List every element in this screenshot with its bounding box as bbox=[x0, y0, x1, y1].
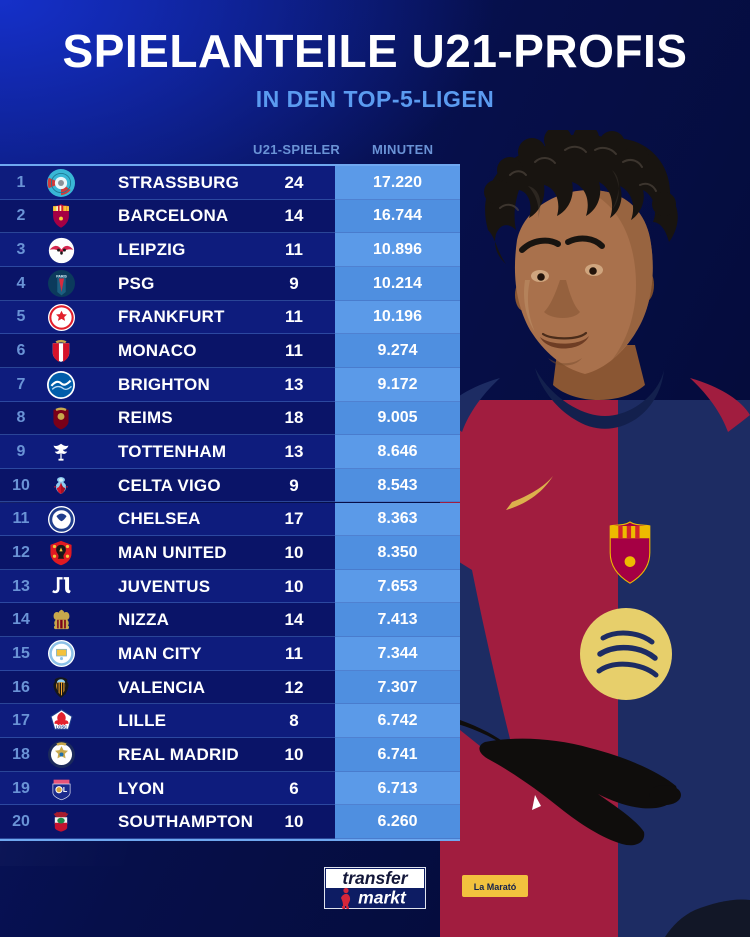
svg-text:LOSC: LOSC bbox=[55, 725, 66, 730]
svg-text:L: L bbox=[62, 786, 67, 794]
svg-text:PARIS: PARIS bbox=[56, 275, 67, 279]
svg-text:markt: markt bbox=[358, 888, 407, 908]
svg-text:transfer: transfer bbox=[342, 868, 408, 888]
svg-text:La Marató: La Marató bbox=[474, 882, 517, 892]
